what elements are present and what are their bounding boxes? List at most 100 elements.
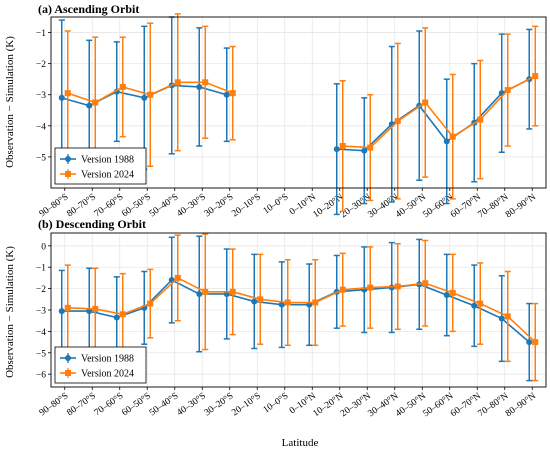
y-tick-label: −3 bbox=[36, 91, 46, 101]
legend-box bbox=[54, 147, 147, 185]
series-0 bbox=[58, 16, 533, 216]
x-tick-label: 60–70°N bbox=[448, 390, 483, 419]
y-tick-label: −3 bbox=[36, 307, 46, 317]
x-tick-label: 50–40°S bbox=[147, 390, 180, 418]
data-point bbox=[113, 314, 120, 321]
legend-label: Version 1988 bbox=[81, 354, 134, 365]
x-tick-label: 80–70°S bbox=[65, 191, 98, 219]
x-tick-label: 70–80°N bbox=[476, 191, 511, 220]
data-point bbox=[64, 90, 71, 97]
x-tick-label: 20–30°N bbox=[338, 191, 373, 220]
data-point bbox=[196, 290, 203, 297]
legend-marker bbox=[65, 156, 71, 162]
x-tick-label: 30–40°N bbox=[366, 191, 401, 220]
data-point bbox=[229, 90, 236, 97]
y-axis-label: Observation − Simulation (K) bbox=[4, 246, 16, 378]
data-point bbox=[202, 79, 209, 86]
y-tick-label: 0 bbox=[41, 242, 46, 252]
x-tick-label: 80–70°S bbox=[65, 390, 98, 418]
y-axis-label: Observation − Simulation (K) bbox=[4, 36, 16, 168]
series-line bbox=[67, 276, 536, 343]
data-point bbox=[361, 147, 368, 154]
x-tick-label: 40–50°N bbox=[393, 390, 428, 419]
data-point bbox=[339, 143, 346, 150]
x-tick-label: 10–0°S bbox=[261, 390, 290, 415]
panel-title: (b) Descending Orbit bbox=[38, 217, 146, 231]
y-tick-label: −4 bbox=[36, 122, 46, 132]
x-axis-label: Latitude bbox=[282, 437, 319, 449]
data-point bbox=[251, 298, 258, 305]
x-tick-label: 20–10°S bbox=[230, 390, 263, 418]
x-tick-label: 20–10°S bbox=[230, 191, 263, 219]
data-point bbox=[504, 87, 511, 94]
x-tick-label: 60–70°N bbox=[448, 191, 483, 220]
data-point bbox=[449, 289, 456, 296]
data-point bbox=[257, 296, 264, 303]
y-tick-label: −1 bbox=[36, 29, 46, 39]
series-line bbox=[342, 75, 536, 149]
legend-marker bbox=[65, 171, 71, 177]
x-tick-label: 60–50°S bbox=[120, 390, 153, 418]
data-point bbox=[443, 138, 450, 145]
data-point bbox=[422, 99, 429, 106]
x-tick-label: 40–50°N bbox=[393, 191, 428, 220]
x-tick-label: 70–60°S bbox=[92, 390, 125, 418]
data-point bbox=[339, 286, 346, 293]
data-point bbox=[92, 305, 99, 312]
x-tick-label: 10–20°N bbox=[311, 390, 346, 419]
x-tick-label: 50–60°N bbox=[421, 390, 456, 419]
legend-box bbox=[54, 346, 147, 384]
x-tick-label: 50–40°S bbox=[147, 191, 180, 219]
data-point bbox=[196, 83, 203, 90]
x-tick-label: 40–30°S bbox=[175, 390, 208, 418]
data-point bbox=[532, 73, 539, 80]
series-line bbox=[61, 279, 530, 343]
x-tick-label: 30–20°S bbox=[202, 390, 235, 418]
legend-marker bbox=[65, 355, 71, 361]
data-point bbox=[64, 304, 71, 311]
data-point bbox=[394, 283, 401, 290]
data-point bbox=[86, 308, 93, 315]
y-tick-label: −2 bbox=[36, 60, 46, 70]
data-point bbox=[174, 274, 181, 281]
x-tick-label: 20–30°N bbox=[338, 390, 373, 419]
legend-marker bbox=[65, 370, 71, 376]
data-point bbox=[86, 102, 93, 109]
x-tick-label: 40–30°S bbox=[175, 191, 208, 219]
x-tick-label: 30–40°N bbox=[366, 390, 401, 419]
data-point bbox=[367, 144, 374, 151]
data-point bbox=[312, 299, 319, 306]
x-tick-label: 10–20°N bbox=[311, 191, 346, 220]
y-tick-label: −2 bbox=[36, 285, 46, 295]
y-tick-label: −6 bbox=[36, 371, 46, 381]
y-tick-label: −5 bbox=[36, 349, 46, 359]
data-point bbox=[449, 133, 456, 140]
legend: Version 1988 Version 2024 bbox=[54, 147, 147, 185]
plot-frame bbox=[50, 232, 547, 388]
series-0 bbox=[58, 235, 533, 382]
legend-label: Version 2024 bbox=[81, 369, 134, 380]
data-point bbox=[119, 311, 126, 318]
plot-frame bbox=[50, 16, 547, 189]
x-tick-label: 90–80°S bbox=[37, 191, 70, 219]
legend: Version 1988 Version 2024 bbox=[54, 346, 147, 384]
series-1 bbox=[64, 13, 539, 213]
x-tick-label: 50–60°N bbox=[421, 191, 456, 220]
data-point bbox=[477, 116, 484, 123]
data-point bbox=[532, 339, 539, 346]
data-point bbox=[284, 299, 291, 306]
y-tick-label: −1 bbox=[36, 264, 46, 274]
data-point bbox=[526, 339, 533, 346]
data-point bbox=[141, 94, 148, 101]
x-tick-label: 70–80°N bbox=[476, 390, 511, 419]
data-point bbox=[477, 300, 484, 307]
series-line bbox=[336, 78, 530, 152]
data-point bbox=[498, 315, 505, 322]
data-point bbox=[58, 308, 65, 315]
legend-label: Version 1988 bbox=[81, 155, 134, 166]
x-tick-label: 10–0°S bbox=[261, 191, 290, 216]
data-point bbox=[202, 288, 209, 295]
data-point bbox=[278, 301, 285, 308]
data-point bbox=[443, 292, 450, 299]
panel-descending: (b) Descending Orbit 0 −1 −2 −3 −4 −5 −6 90–80°S… bbox=[4, 217, 547, 419]
